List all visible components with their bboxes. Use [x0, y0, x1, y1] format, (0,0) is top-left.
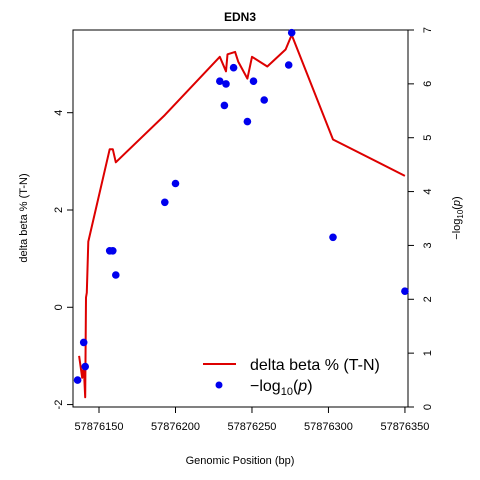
x-axis: 57876150 57876200 57876250 57876300 57876350: [75, 407, 429, 433]
data-point-log-p: [73, 376, 82, 384]
y-tick-label: 4: [53, 110, 65, 116]
y2-tick-label: 1: [422, 350, 434, 356]
x-tick-label: 57876300: [304, 421, 353, 433]
x-tick-label: 57876200: [151, 421, 200, 433]
y-tick-label: -2: [53, 400, 65, 410]
y2-axis-title: −log10(p): [451, 196, 465, 239]
data-point-log-p: [229, 63, 238, 72]
legend-point-swatch: [215, 381, 223, 389]
data-point-log-p: [220, 101, 229, 110]
data-point-log-p: [216, 77, 224, 85]
y-tick-label: 0: [53, 304, 65, 310]
chart-title: EDN3: [224, 10, 256, 24]
y2-tick-label: 6: [422, 81, 434, 87]
y2-tick-label: 7: [422, 27, 434, 33]
y2-tick-label: 4: [422, 189, 434, 195]
y2-tick-label: 2: [422, 296, 434, 302]
data-point-log-p: [161, 198, 169, 207]
legend: delta beta % (T-N) −log10(p): [203, 357, 380, 398]
x-axis-title: Genomic Position (bp): [186, 455, 295, 467]
data-point-log-p: [284, 61, 293, 69]
y-tick-label: 2: [53, 207, 65, 213]
y-axis-right: 0 1 2 3 4 5 6 7: [408, 27, 434, 410]
plot-frame: [72, 29, 409, 408]
series-line-delta-beta: [78, 33, 406, 399]
plot-area: [73, 28, 409, 399]
data-point-log-p: [401, 287, 409, 296]
y-axis-left: -2 0 2 4: [53, 110, 73, 410]
data-point-log-p: [329, 233, 337, 242]
y2-tick-label: 3: [422, 242, 434, 248]
data-point-log-p: [287, 28, 296, 37]
data-point-log-p: [81, 362, 89, 371]
x-tick-label: 57876250: [227, 421, 276, 433]
data-point-log-p: [171, 179, 180, 188]
data-point-log-p: [222, 80, 230, 88]
y2-tick-label: 0: [422, 404, 434, 410]
data-point-log-p: [109, 247, 117, 255]
legend-label-delta-beta: delta beta % (T-N): [250, 357, 380, 374]
x-tick-label: 57876150: [75, 421, 124, 433]
y2-tick-label: 5: [422, 135, 434, 141]
legend-label-log-p: −log10(p): [250, 378, 313, 398]
data-point-log-p: [79, 338, 88, 347]
data-point-log-p: [249, 77, 258, 85]
y-axis-title: delta beta % (T-N): [18, 173, 30, 262]
x-tick-label: 57876350: [380, 421, 429, 433]
data-point-log-p: [260, 96, 269, 104]
data-point-log-p: [112, 271, 120, 279]
data-point-log-p: [243, 117, 252, 126]
